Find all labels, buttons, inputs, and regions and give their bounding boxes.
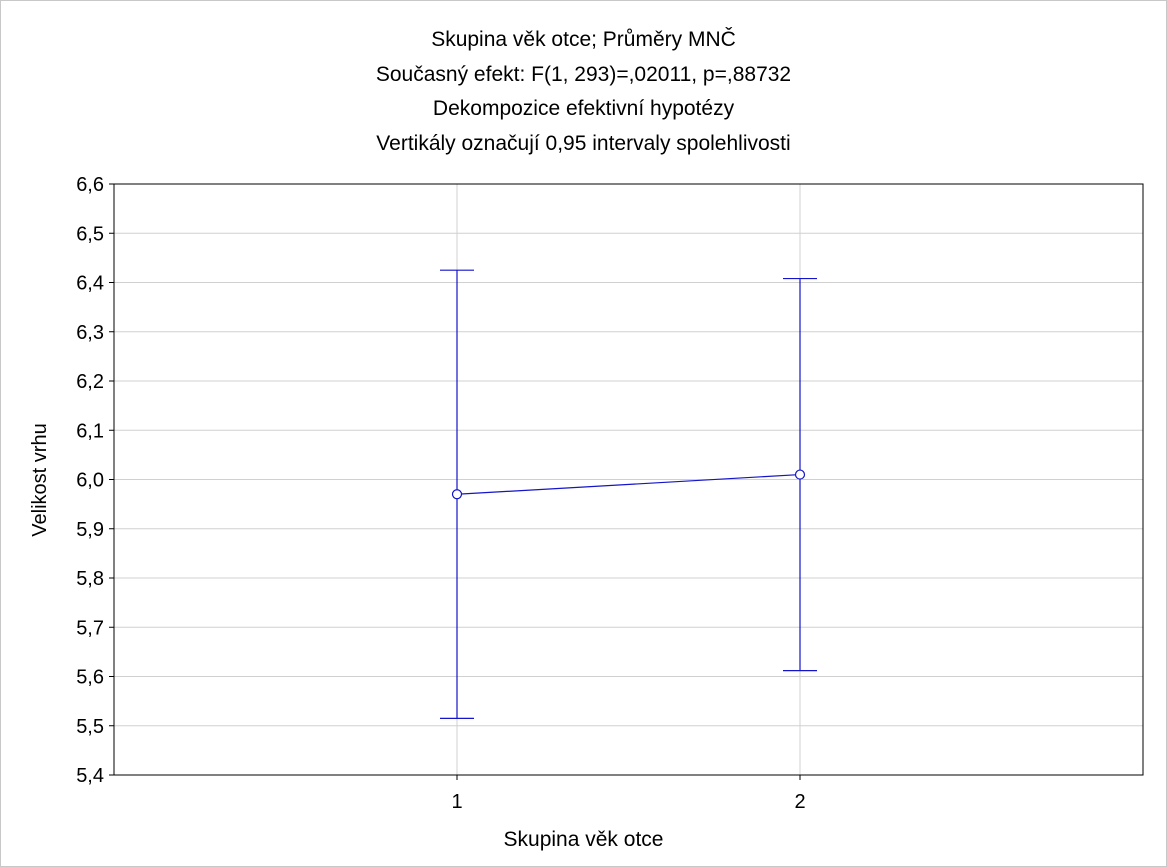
- axes: 5,4 5,5 5,6 5,7 5,8 5,9 6,0 6,1 6,2 6,3 6,4 6,5 6,6 1…: [76, 174, 1144, 813]
- mean-point: [451, 489, 463, 500]
- y-axis-label: Velikost vrhu: [29, 423, 51, 536]
- y-tick-label: 5,9: [76, 519, 104, 541]
- y-tick-label: 5,5: [76, 716, 104, 738]
- y-tick-label: 6,2: [76, 371, 104, 393]
- y-tick-label: 6,3: [76, 322, 104, 344]
- y-tick-label: 5,8: [76, 568, 104, 590]
- y-tick-label: 6,1: [76, 420, 104, 442]
- series-line: [456, 473, 801, 495]
- y-tick-label: 6,4: [76, 273, 104, 295]
- x-tick-label: 2: [794, 791, 805, 813]
- x-tick-label: 1: [451, 791, 462, 813]
- chart-title-line-3: Dekompozice efektivní hypotézy: [432, 97, 735, 120]
- x-axis-label: Skupina věk otce: [503, 828, 664, 851]
- grid-lines: [114, 184, 1143, 775]
- chart-title-line-1: Skupina věk otce; Průměry MNČ: [431, 28, 736, 51]
- y-tick-label: 5,4: [76, 765, 104, 787]
- y-tick-label: 5,7: [76, 617, 104, 639]
- mean-point: [794, 469, 806, 480]
- y-tick-label: 5,6: [76, 667, 104, 689]
- y-tick-label: 6,5: [76, 223, 104, 245]
- chart-title-line-4: Vertikály označují 0,95 intervaly spoleh…: [376, 132, 791, 155]
- data-marks: [440, 269, 817, 719]
- chart-title-line-2: Současný efekt: F(1, 293)=,02011, p=,887…: [375, 63, 792, 86]
- plot-area-border: [113, 183, 1144, 776]
- y-tick-label: 6,6: [76, 174, 104, 196]
- y-tick-label: 6,0: [76, 470, 104, 492]
